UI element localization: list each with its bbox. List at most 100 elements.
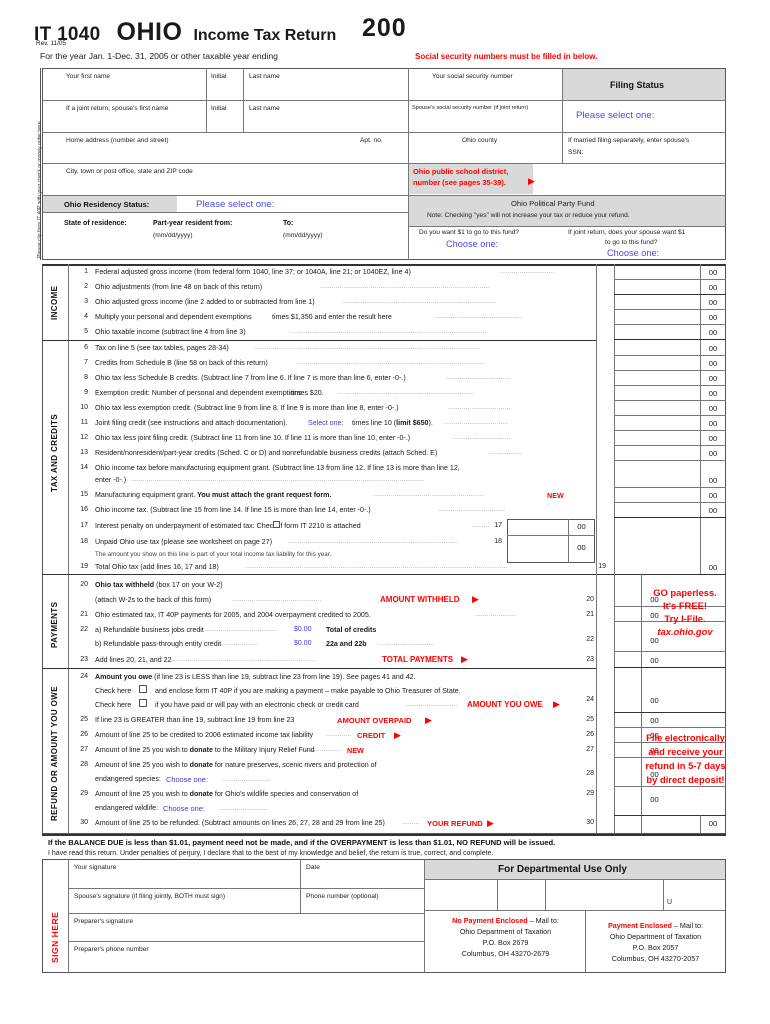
residency-select[interactable]: Please select one: [196, 199, 275, 210]
leader-dots-18: ........................................… [288, 538, 458, 545]
leader-dots-11: ................................. [444, 419, 509, 426]
cents-19: 00 [708, 563, 718, 572]
line-no-22: 22 [80, 626, 88, 633]
amount-row-sep-8 [614, 385, 726, 386]
promo-paperless-url: tax.ohio.gov [657, 626, 713, 637]
signature-row-divider-3 [68, 941, 424, 942]
label-state-of-residence: State of residence: [64, 220, 127, 227]
row-divider-6 [408, 226, 726, 227]
line-26-marker: 26 [586, 731, 594, 738]
line-text-29: Amount of line 25 you wish to donate for… [95, 790, 359, 798]
label-first-name: Your first name [66, 73, 111, 80]
cents-23: 00 [650, 656, 659, 665]
line-17-18-cents-divider [568, 519, 569, 563]
cents-26: 00 [650, 731, 659, 740]
amount-row-sep-6 [614, 355, 726, 356]
political-fund-q2-line2: to go to this fund? [605, 239, 658, 246]
line-text-9b: times $20. [291, 389, 324, 397]
amount-row-sep-29 [614, 815, 726, 816]
label-home-address: Home address (number and street) [66, 137, 169, 144]
filing-status-select[interactable]: Please select one: [576, 110, 655, 121]
political-fund-q2-choose[interactable]: Choose one: [607, 248, 660, 258]
line-28-choose-one[interactable]: Choose one: [166, 775, 208, 784]
line-text-28b: endangered species: [95, 775, 161, 783]
line-text-9a: Exemption credit: Number of personal and… [95, 389, 302, 397]
leader-dots-27: .................... [302, 746, 341, 753]
row-divider-1 [42, 100, 726, 101]
line-text-3: Ohio adjusted gross income (line 2 added… [95, 298, 315, 306]
label-school-district-line1: Ohio public school district, [413, 167, 509, 176]
line-text-21: Ohio estimated tax, IT 40P payments for … [95, 611, 371, 619]
amount-row-sep-20 [614, 606, 726, 607]
line-22a-value: $0.00 [294, 626, 312, 633]
line-no-14: 14 [80, 464, 88, 471]
row-divider-2 [42, 132, 726, 133]
amount-row-sep-15 [614, 502, 726, 503]
no-payment-rest: – Mail to: [529, 916, 559, 925]
sign-here-label: SIGN HERE [50, 911, 60, 963]
line-17-it2210-checkbox[interactable] [273, 521, 280, 528]
line-no-9: 9 [84, 389, 88, 396]
section-label-tax-and-credits: TAX AND CREDITS [50, 414, 59, 492]
amount-row-sep-13 [614, 460, 726, 461]
dept-use-bottom [425, 910, 725, 911]
line-11-select-one[interactable]: Select one: [308, 419, 344, 427]
amount-row-sep-7 [614, 370, 726, 371]
total-payments-arrow-icon: ▶ [461, 654, 468, 664]
line-27-marker: 27 [586, 746, 594, 753]
line-text-8: Ohio tax less Schedule B credits. (Subtr… [95, 374, 406, 382]
amount-row-sep-2 [614, 294, 726, 295]
line-text-29b: endangered wildlife: [95, 804, 159, 812]
cents-29: 00 [650, 795, 659, 804]
clip-note-strip: Please clip form IT 40P with your check … [27, 68, 43, 260]
dept-use-col-2 [545, 879, 546, 910]
no-payment-line3: P.O. Box 2679 [482, 938, 529, 947]
cents-13: 00 [708, 449, 718, 458]
leader-dots-19: ........................................… [245, 563, 508, 570]
leader-dots-22a: ..................................... [205, 626, 277, 633]
payments-amount-divider [614, 574, 615, 684]
line-no-27: 27 [80, 746, 88, 753]
amount-row-sep-23 [614, 667, 726, 668]
filing-status-header-bg [563, 69, 725, 100]
leader-dots-21: ..................... [475, 611, 516, 618]
mailing-no-payment: No Payment Enclosed – Mail to: Ohio Depa… [428, 915, 583, 959]
cents-10: 00 [708, 404, 718, 413]
political-fund-q2-line1: If joint return, does your spouse want $… [568, 229, 686, 236]
refund-amount-divider [614, 684, 615, 834]
section-label-refund: REFUND OR AMOUNT YOU OWE [50, 686, 59, 821]
political-fund-q1-choose[interactable]: Choose one: [446, 239, 499, 249]
line-text-22b: b) Refundable pass-through entity credit [95, 640, 222, 648]
your-refund-arrow-icon: ▶ [487, 818, 494, 828]
dept-use-col-3 [663, 879, 664, 910]
line-no-30: 30 [80, 819, 88, 826]
cents-16: 00 [708, 506, 718, 515]
promo-paperless-line3: Try I-File. [664, 613, 706, 624]
political-fund-heading: Ohio Political Party Fund [511, 199, 595, 208]
section-label-income: INCOME [50, 285, 59, 321]
line-30-marker: 30 [586, 819, 594, 826]
line-text-28: Amount of line 25 you wish to donate for… [95, 761, 377, 769]
line-29-choose-one[interactable]: Choose one: [163, 804, 205, 813]
line-text-10: Ohio tax less exemption credit. (Subtrac… [95, 404, 399, 412]
amount-row-sep-26 [614, 742, 726, 743]
line-24-it40p-checkbox[interactable] [139, 685, 147, 693]
line-text-15: Manufacturing equipment grant. You must … [95, 491, 332, 499]
label-phone-number: Phone number (optional) [306, 893, 379, 900]
payment-bold: Payment Enclosed [607, 921, 672, 930]
amount-row-sep-24 [614, 712, 726, 713]
cents-17: 00 [577, 522, 586, 531]
amount-row-sep-11 [614, 430, 726, 431]
promo-paperless-line1: GO paperless. [653, 587, 717, 598]
line-24-echeck-checkbox[interactable] [139, 699, 147, 707]
leader-dots-7: ........................................… [296, 359, 485, 366]
label-last-name: Last name [249, 73, 280, 80]
amount-row-sep-27 [614, 757, 726, 758]
line-no-20: 20 [80, 581, 88, 588]
line-19-marker: 19 [598, 563, 606, 570]
amount-row-sep-10 [614, 415, 726, 416]
amount-row-sep-28 [614, 786, 726, 787]
label-mfs-ssn-2: SSN: [568, 149, 584, 156]
cents-18: 00 [577, 543, 586, 552]
line-no-13: 13 [80, 449, 88, 456]
